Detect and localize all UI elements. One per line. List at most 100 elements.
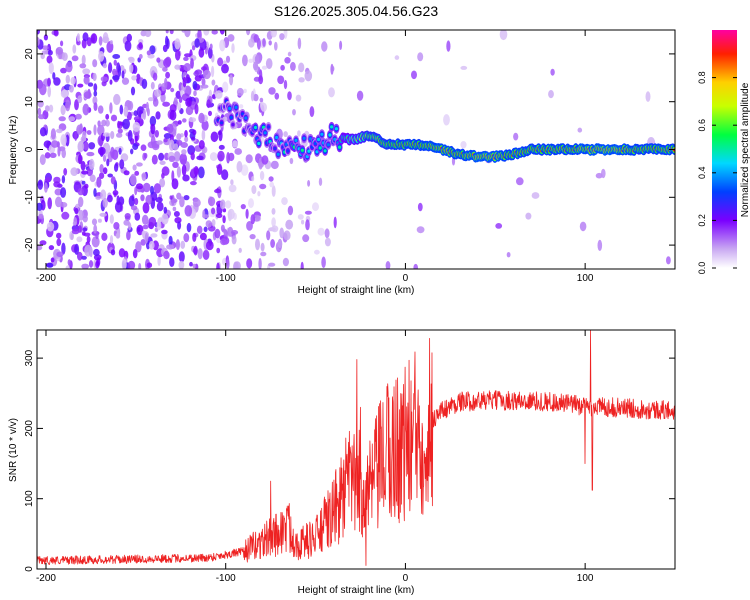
noise-speck: [60, 40, 64, 47]
noise-speck: [183, 195, 190, 201]
noise-speck: [81, 255, 87, 260]
noise-speck: [270, 30, 277, 38]
noise-speck: [240, 164, 249, 176]
noise-speck: [283, 79, 288, 90]
snr-axes: -200 -100 0 100 0 100 200 300: [24, 330, 675, 584]
noise-speck: [268, 176, 274, 182]
noise-speck: [171, 178, 179, 190]
noise-speck: [193, 166, 199, 176]
noise-speck: [216, 163, 223, 176]
x-tick-label: -100: [216, 573, 236, 584]
noise-speck: [124, 40, 132, 52]
noise-speck: [144, 30, 152, 38]
noise-speck: [236, 161, 243, 173]
noise-speck: [56, 251, 64, 258]
noise-speck: [577, 127, 583, 133]
noise-speck: [46, 262, 54, 268]
noise-speck: [184, 205, 193, 217]
ridge-core: [338, 145, 342, 149]
ridge-core: [328, 133, 332, 137]
noise-speck: [163, 138, 168, 143]
noise-speck: [178, 260, 185, 269]
spectrogram-ylabel: Frequency (Hz): [8, 116, 19, 185]
noise-speck: [93, 102, 98, 111]
noise-speck: [148, 240, 155, 250]
ridge-core: [231, 123, 235, 127]
noise-speck: [196, 155, 204, 161]
noise-speck: [113, 93, 121, 106]
noise-speck: [127, 100, 134, 111]
noise-speck: [130, 148, 134, 155]
noise-speck: [68, 85, 74, 93]
ridge-core: [229, 115, 233, 120]
noise-speck: [207, 47, 213, 59]
noise-speck: [74, 207, 79, 215]
noise-speck: [50, 140, 59, 148]
noise-speck: [259, 183, 267, 190]
noise-speck: [268, 87, 276, 95]
noise-speck: [127, 56, 134, 62]
noise-speck: [172, 161, 179, 168]
noise-speck: [179, 196, 185, 208]
noise-speck: [249, 234, 256, 240]
noise-speck: [76, 124, 83, 135]
noise-speck: [37, 245, 43, 251]
noise-speck: [142, 224, 149, 230]
noise-speck: [46, 221, 55, 232]
noise-speck: [77, 187, 85, 196]
noise-speck: [174, 38, 181, 50]
noise-speck: [49, 152, 57, 158]
noise-speck: [48, 245, 55, 251]
noise-speck: [300, 261, 304, 269]
noise-speck: [138, 42, 143, 49]
noise-speck: [82, 227, 88, 232]
noise-speck: [253, 93, 259, 102]
noise-speck: [145, 101, 149, 113]
noise-speck: [169, 257, 175, 267]
noise-speck: [192, 263, 197, 269]
noise-speck: [230, 179, 234, 186]
ridge-core: [275, 135, 279, 140]
noise-speck: [173, 151, 181, 162]
noise-speck: [196, 225, 203, 234]
noise-speck: [115, 232, 121, 239]
noise-speck: [186, 222, 192, 233]
colorbar-tick-label: 0.6: [697, 119, 707, 132]
noise-speck: [417, 202, 423, 212]
noise-speck: [531, 192, 540, 199]
noise-speck: [120, 153, 129, 162]
noise-speck: [99, 172, 105, 179]
noise-speck: [168, 139, 175, 151]
noise-speck: [285, 219, 294, 230]
noise-speck: [60, 187, 67, 198]
ridge-core: [302, 136, 306, 140]
noise-speck: [233, 261, 241, 269]
noise-speck: [283, 230, 291, 241]
noise-speck: [304, 70, 313, 82]
noise-speck: [153, 183, 161, 194]
colorbar-label: Normalized spectral amplitude: [740, 82, 750, 217]
noise-speck: [163, 206, 168, 214]
noise-speck: [185, 97, 192, 107]
noise-speck: [77, 83, 84, 88]
noise-speck: [39, 127, 47, 137]
noise-speck: [61, 211, 70, 220]
ridge-core: [323, 149, 327, 153]
colorbar-tick-label: 0.2: [697, 214, 707, 227]
noise-speck: [219, 199, 226, 210]
noise-speck: [58, 116, 66, 122]
noise-speck: [39, 154, 46, 166]
noise-speck: [324, 228, 330, 239]
noise-speck: [513, 132, 519, 141]
noise-speck: [206, 99, 211, 109]
noise-speck: [189, 261, 193, 267]
noise-speck: [243, 88, 247, 94]
noise-speck: [330, 65, 335, 72]
noise-speck: [113, 59, 118, 66]
noise-speck: [95, 260, 100, 269]
noise-speck: [208, 110, 212, 117]
noise-speck: [102, 197, 108, 208]
noise-speck: [231, 43, 235, 54]
noise-speck: [162, 44, 168, 53]
noise-speck: [205, 240, 214, 251]
